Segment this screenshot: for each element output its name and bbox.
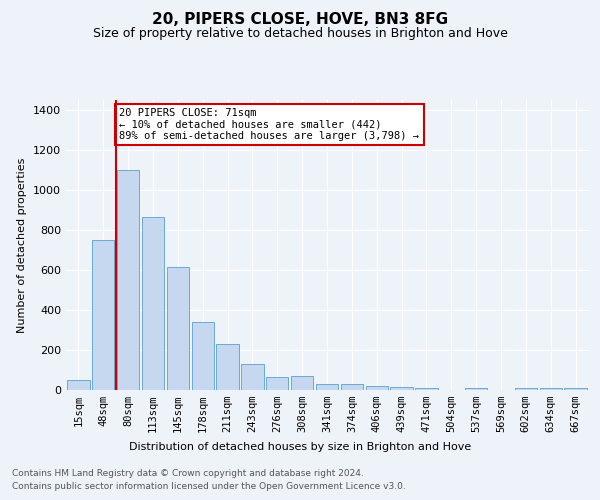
Bar: [515, 388, 537, 390]
Bar: [167, 267, 189, 390]
Bar: [415, 388, 437, 390]
Text: 20, PIPERS CLOSE, HOVE, BN3 8FG: 20, PIPERS CLOSE, HOVE, BN3 8FG: [152, 12, 448, 28]
Y-axis label: Number of detached properties: Number of detached properties: [17, 158, 28, 332]
Bar: [539, 388, 562, 390]
Bar: [291, 376, 313, 390]
Bar: [67, 380, 89, 390]
Bar: [117, 170, 139, 390]
Bar: [365, 386, 388, 390]
Bar: [341, 384, 363, 390]
Bar: [565, 388, 587, 390]
Text: Contains public sector information licensed under the Open Government Licence v3: Contains public sector information licen…: [12, 482, 406, 491]
Bar: [217, 344, 239, 390]
Bar: [142, 217, 164, 390]
Bar: [191, 322, 214, 390]
Text: Contains HM Land Registry data © Crown copyright and database right 2024.: Contains HM Land Registry data © Crown c…: [12, 468, 364, 477]
Text: Size of property relative to detached houses in Brighton and Hove: Size of property relative to detached ho…: [92, 28, 508, 40]
Bar: [465, 388, 487, 390]
Bar: [92, 240, 115, 390]
Bar: [316, 384, 338, 390]
Bar: [241, 364, 263, 390]
Text: Distribution of detached houses by size in Brighton and Hove: Distribution of detached houses by size …: [129, 442, 471, 452]
Bar: [266, 377, 289, 390]
Text: 20 PIPERS CLOSE: 71sqm
← 10% of detached houses are smaller (442)
89% of semi-de: 20 PIPERS CLOSE: 71sqm ← 10% of detached…: [119, 108, 419, 141]
Bar: [391, 387, 413, 390]
